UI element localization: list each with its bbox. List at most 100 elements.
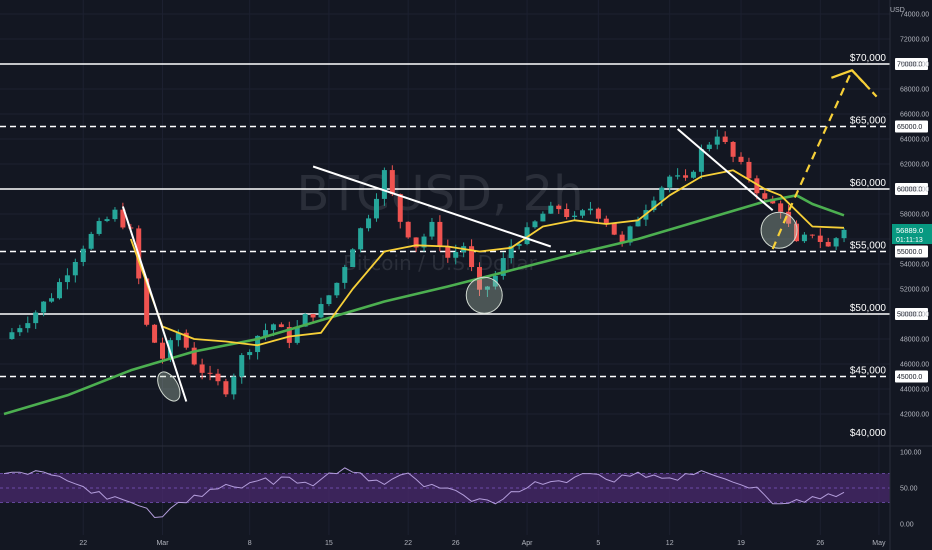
- candle-body: [366, 218, 372, 229]
- candle-body: [175, 332, 181, 341]
- candle-body: [160, 342, 165, 359]
- price-tick-label: 64000.00: [900, 137, 929, 144]
- candle-body: [469, 246, 475, 268]
- candle-body: [659, 187, 665, 201]
- price-tick-label: 44000.00: [900, 387, 929, 394]
- date-tick-label: 8: [248, 540, 252, 547]
- candle-body: [64, 275, 70, 283]
- candle-body: [215, 373, 221, 382]
- candle-body: [809, 234, 815, 236]
- rsi-line: [3, 467, 845, 519]
- ma-fast-line: [129, 169, 845, 347]
- candle-body: [263, 330, 269, 336]
- candle-body: [120, 209, 126, 228]
- ma-slow-line: [3, 194, 845, 416]
- candle-body: [508, 245, 514, 259]
- candle-body: [714, 136, 720, 145]
- candle-body: [278, 324, 284, 328]
- candle-body: [247, 352, 253, 356]
- candle-body: [286, 327, 292, 343]
- date-tick-label: Apr: [522, 540, 534, 547]
- last-price-countdown: 01:11:13: [896, 237, 923, 244]
- candle-body: [199, 364, 205, 373]
- candle-body: [167, 340, 173, 359]
- candle-body: [698, 148, 704, 172]
- candle-body: [683, 175, 689, 178]
- candle-body: [183, 332, 189, 348]
- moving-averages: [3, 169, 845, 416]
- candle-body: [231, 376, 237, 395]
- candle-body: [801, 234, 807, 242]
- candle-body: [350, 249, 356, 268]
- date-tick-label: May: [872, 540, 886, 547]
- level-label: $50,000: [850, 303, 887, 314]
- price-tick-label: 68000.00: [900, 87, 929, 94]
- candles: [9, 129, 847, 400]
- price-levels: $70,000 70000.0 $65,000 65000.0 $60,000 60000…: [0, 53, 928, 439]
- date-tick-label: 5: [596, 540, 600, 547]
- candle-body: [548, 205, 554, 214]
- price-tick-label: 70000.00: [900, 62, 929, 69]
- date-tick-label: 26: [452, 540, 460, 547]
- projection-path: [771, 69, 854, 250]
- candle-body: [595, 208, 601, 219]
- level-tag-text: 60000.0: [897, 187, 922, 194]
- candle-body: [453, 251, 459, 258]
- candle-body: [41, 301, 47, 313]
- candle-body: [667, 176, 673, 188]
- candle-body: [746, 161, 752, 179]
- candle-body: [445, 246, 451, 258]
- candle-body: [342, 267, 348, 283]
- level-tag: [895, 308, 928, 320]
- candle-body: [302, 314, 308, 327]
- candle-body: [437, 221, 443, 247]
- level-label: $70,000: [850, 53, 887, 64]
- candle-body: [429, 221, 435, 237]
- price-tick-label: 54000.00: [900, 262, 929, 269]
- rsi-pane: 100.00 50.00 0.00: [0, 450, 922, 529]
- candle-body: [817, 235, 823, 242]
- level-tag-text: 65000.0: [897, 124, 922, 131]
- candle-body: [564, 208, 570, 218]
- rsi-tick-label: 0.00: [900, 522, 914, 529]
- currency-label: USD: [890, 7, 905, 14]
- level-tag-text: 50000.0: [897, 312, 922, 319]
- candle-body: [318, 304, 324, 318]
- candle-body: [381, 170, 387, 199]
- candle-body: [112, 209, 118, 220]
- level-tag: [895, 370, 928, 383]
- candle-body: [223, 381, 229, 395]
- candle-body: [144, 278, 150, 325]
- price-tick-label: 60000.00: [900, 187, 929, 194]
- candle-body: [484, 286, 490, 290]
- rsi-tick-label: 50.00: [900, 486, 918, 493]
- candle-body: [413, 237, 419, 248]
- candle-body: [635, 219, 641, 227]
- candle-body: [706, 144, 712, 149]
- candle-body: [675, 175, 681, 177]
- candle-body: [421, 236, 427, 248]
- level-tag: [895, 120, 928, 133]
- candle-body: [33, 312, 39, 324]
- projection-arrowhead: [831, 69, 867, 87]
- candle-body: [88, 233, 94, 249]
- last-price-tag[interactable]: 56889.0 01:11:13: [892, 224, 932, 244]
- candle-body: [191, 347, 197, 365]
- date-tick-label: 22: [79, 540, 87, 547]
- level-tag: [895, 183, 928, 195]
- price-tick-label: 50000.00: [900, 312, 929, 319]
- price-tick-label: 52000.00: [900, 287, 929, 294]
- trendline: [121, 206, 188, 402]
- level-label: $55,000: [850, 241, 887, 252]
- highlight-circle: [157, 371, 181, 402]
- candle-body: [49, 298, 55, 302]
- candle-body: [96, 221, 102, 234]
- candle-body: [841, 229, 847, 239]
- drawings: [121, 69, 880, 402]
- candle-body: [373, 198, 379, 219]
- candle-body: [239, 355, 245, 377]
- candle-body: [72, 262, 78, 276]
- candle-body: [730, 141, 736, 157]
